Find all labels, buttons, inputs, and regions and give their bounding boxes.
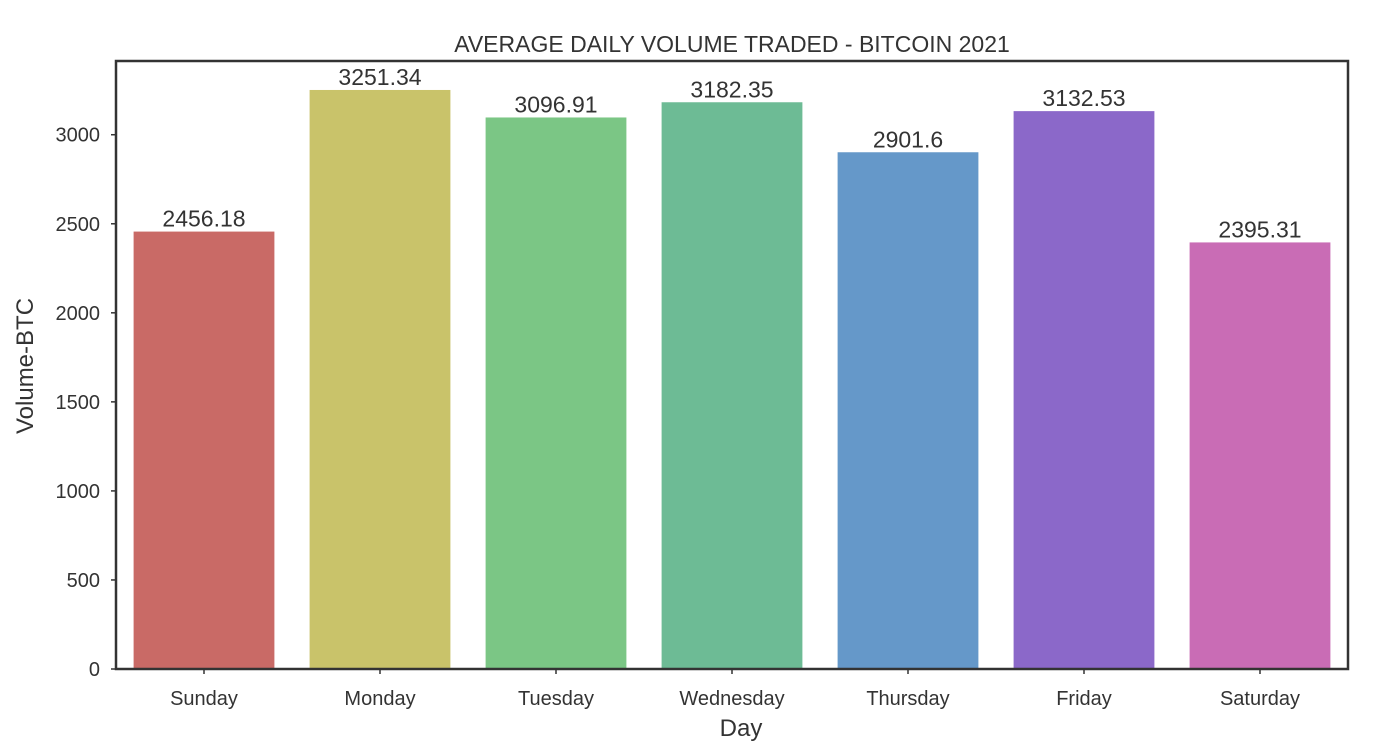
x-tick-label-friday: Friday <box>1056 688 1112 710</box>
y-tick-label-2000: 2000 <box>56 303 101 325</box>
x-tick-label-saturday: Saturday <box>1220 688 1300 710</box>
y-tick-label-2500: 2500 <box>56 214 101 236</box>
bar-wednesday <box>661 102 803 670</box>
bar-saturday <box>1189 242 1331 670</box>
y-tick-label-3000: 3000 <box>56 125 101 147</box>
bar-value-label-tuesday: 3096.91 <box>514 91 597 117</box>
x-tick-label-monday: Monday <box>344 688 415 710</box>
bar-value-label-sunday: 2456.18 <box>162 206 245 232</box>
y-tick-label-500: 500 <box>67 570 100 592</box>
bar-value-label-saturday: 2395.31 <box>1218 216 1301 242</box>
x-tick-label-sunday: Sunday <box>170 688 238 710</box>
x-axis-label: Day <box>720 715 763 742</box>
chart-title: AVERAGE DAILY VOLUME TRADED - BITCOIN 20… <box>454 31 1010 57</box>
bar-value-label-monday: 3251.34 <box>338 64 421 90</box>
bar-sunday <box>133 231 275 669</box>
bar-value-label-wednesday: 3182.35 <box>690 76 773 102</box>
x-tick-label-tuesday: Tuesday <box>518 688 594 710</box>
y-tick-label-0: 0 <box>89 659 100 681</box>
x-tick-label-thursday: Thursday <box>866 688 949 710</box>
bar-value-label-thursday: 2901.6 <box>873 126 943 152</box>
y-tick-label-1000: 1000 <box>56 481 101 503</box>
bar-friday <box>1013 111 1155 669</box>
bar-tuesday <box>485 117 627 669</box>
y-tick-label-1500: 1500 <box>56 392 101 414</box>
x-axis-ticks: Sunday Monday Tuesday Wednesday Thursday Frid… <box>170 669 1300 710</box>
bar-value-label-friday: 3132.53 <box>1042 85 1125 111</box>
bar-monday <box>309 89 451 670</box>
y-axis-label: Volume-BTC <box>12 298 39 434</box>
bar-value-labels: 2456.18 3251.34 3096.91 3182.35 2901.6 3132.5… <box>162 64 1301 242</box>
y-axis-ticks: 0 500 1000 1500 2000 2500 3000 <box>56 125 116 681</box>
x-tick-label-wednesday: Wednesday <box>679 688 784 710</box>
bars <box>133 89 1331 670</box>
bar-thursday <box>837 152 979 670</box>
